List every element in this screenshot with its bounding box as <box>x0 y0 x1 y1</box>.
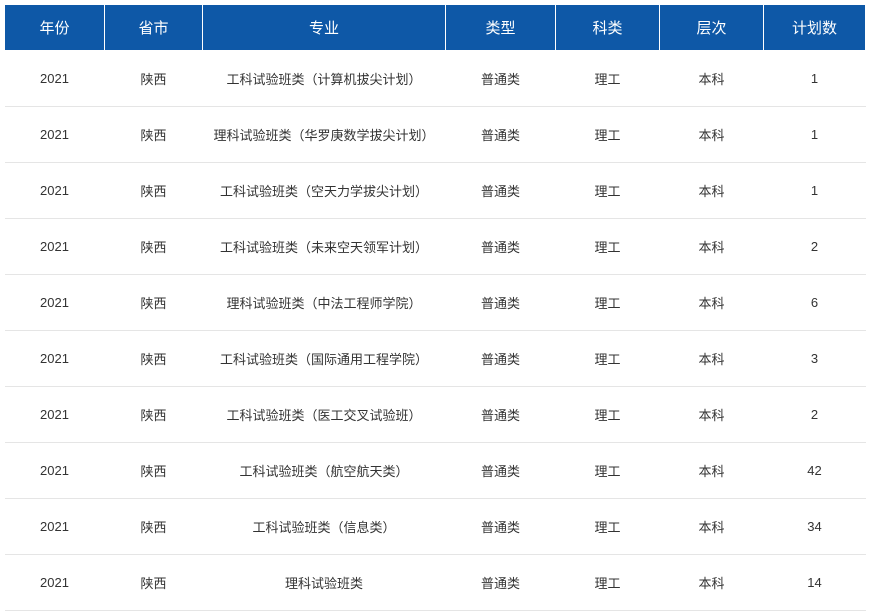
cell-level: 本科 <box>660 51 764 107</box>
table-row: 2021陕西工科试验班类（未来空天领军计划）普通类理工本科2 <box>5 219 866 275</box>
cell-type: 普通类 <box>446 219 556 275</box>
cell-year: 2021 <box>5 163 105 219</box>
cell-type: 普通类 <box>446 499 556 555</box>
cell-year: 2021 <box>5 331 105 387</box>
cell-subject: 理工 <box>556 387 660 443</box>
cell-type: 普通类 <box>446 331 556 387</box>
cell-major: 理科试验班类 <box>203 555 446 611</box>
cell-type: 普通类 <box>446 443 556 499</box>
header-year: 年份 <box>5 5 105 51</box>
cell-level: 本科 <box>660 387 764 443</box>
cell-year: 2021 <box>5 107 105 163</box>
cell-province: 陕西 <box>105 163 203 219</box>
table-row: 2021陕西工科试验班类（计算机拔尖计划）普通类理工本科1 <box>5 51 866 107</box>
table-row: 2021陕西工科试验班类（空天力学拔尖计划）普通类理工本科1 <box>5 163 866 219</box>
cell-level: 本科 <box>660 107 764 163</box>
header-province: 省市 <box>105 5 203 51</box>
cell-year: 2021 <box>5 555 105 611</box>
table-row: 2021陕西工科试验班类（医工交叉试验班）普通类理工本科2 <box>5 387 866 443</box>
header-type: 类型 <box>446 5 556 51</box>
header-level: 层次 <box>660 5 764 51</box>
cell-subject: 理工 <box>556 107 660 163</box>
cell-major: 工科试验班类（未来空天领军计划） <box>203 219 446 275</box>
cell-major: 理科试验班类（华罗庚数学拔尖计划） <box>203 107 446 163</box>
cell-type: 普通类 <box>446 163 556 219</box>
cell-subject: 理工 <box>556 219 660 275</box>
table-row: 2021陕西工科试验班类（航空航天类）普通类理工本科42 <box>5 443 866 499</box>
cell-province: 陕西 <box>105 555 203 611</box>
cell-level: 本科 <box>660 163 764 219</box>
cell-type: 普通类 <box>446 107 556 163</box>
cell-province: 陕西 <box>105 219 203 275</box>
cell-count: 14 <box>764 555 866 611</box>
cell-major: 工科试验班类（医工交叉试验班） <box>203 387 446 443</box>
cell-year: 2021 <box>5 443 105 499</box>
cell-province: 陕西 <box>105 275 203 331</box>
cell-level: 本科 <box>660 499 764 555</box>
cell-level: 本科 <box>660 275 764 331</box>
table-body: 2021陕西工科试验班类（计算机拔尖计划）普通类理工本科12021陕西理科试验班… <box>5 51 866 611</box>
header-major: 专业 <box>203 5 446 51</box>
cell-count: 3 <box>764 331 866 387</box>
cell-count: 2 <box>764 387 866 443</box>
cell-province: 陕西 <box>105 387 203 443</box>
cell-year: 2021 <box>5 387 105 443</box>
header-subject: 科类 <box>556 5 660 51</box>
cell-subject: 理工 <box>556 163 660 219</box>
cell-major: 理科试验班类（中法工程师学院） <box>203 275 446 331</box>
cell-province: 陕西 <box>105 443 203 499</box>
cell-level: 本科 <box>660 555 764 611</box>
cell-province: 陕西 <box>105 107 203 163</box>
cell-year: 2021 <box>5 51 105 107</box>
cell-count: 2 <box>764 219 866 275</box>
cell-major: 工科试验班类（信息类） <box>203 499 446 555</box>
cell-type: 普通类 <box>446 275 556 331</box>
cell-level: 本科 <box>660 219 764 275</box>
cell-count: 1 <box>764 51 866 107</box>
cell-subject: 理工 <box>556 51 660 107</box>
cell-major: 工科试验班类（空天力学拔尖计划） <box>203 163 446 219</box>
table-row: 2021陕西理科试验班类（中法工程师学院）普通类理工本科6 <box>5 275 866 331</box>
header-count: 计划数 <box>764 5 866 51</box>
table-row: 2021陕西工科试验班类（国际通用工程学院）普通类理工本科3 <box>5 331 866 387</box>
table-row: 2021陕西理科试验班类普通类理工本科14 <box>5 555 866 611</box>
cell-province: 陕西 <box>105 331 203 387</box>
cell-year: 2021 <box>5 275 105 331</box>
cell-count: 34 <box>764 499 866 555</box>
cell-type: 普通类 <box>446 555 556 611</box>
header-row: 年份 省市 专业 类型 科类 层次 计划数 <box>5 5 866 51</box>
cell-subject: 理工 <box>556 499 660 555</box>
cell-province: 陕西 <box>105 499 203 555</box>
cell-year: 2021 <box>5 219 105 275</box>
cell-year: 2021 <box>5 499 105 555</box>
cell-type: 普通类 <box>446 387 556 443</box>
cell-subject: 理工 <box>556 555 660 611</box>
cell-count: 1 <box>764 163 866 219</box>
table-header: 年份 省市 专业 类型 科类 层次 计划数 <box>5 5 866 51</box>
cell-major: 工科试验班类（国际通用工程学院） <box>203 331 446 387</box>
cell-level: 本科 <box>660 331 764 387</box>
cell-subject: 理工 <box>556 331 660 387</box>
cell-province: 陕西 <box>105 51 203 107</box>
table-row: 2021陕西工科试验班类（信息类）普通类理工本科34 <box>5 499 866 555</box>
cell-level: 本科 <box>660 443 764 499</box>
cell-count: 6 <box>764 275 866 331</box>
enrollment-plan-table: 年份 省市 专业 类型 科类 层次 计划数 2021陕西工科试验班类（计算机拔尖… <box>4 4 866 611</box>
cell-subject: 理工 <box>556 443 660 499</box>
cell-major: 工科试验班类（计算机拔尖计划） <box>203 51 446 107</box>
cell-count: 42 <box>764 443 866 499</box>
table-row: 2021陕西理科试验班类（华罗庚数学拔尖计划）普通类理工本科1 <box>5 107 866 163</box>
cell-type: 普通类 <box>446 51 556 107</box>
cell-count: 1 <box>764 107 866 163</box>
cell-subject: 理工 <box>556 275 660 331</box>
cell-major: 工科试验班类（航空航天类） <box>203 443 446 499</box>
